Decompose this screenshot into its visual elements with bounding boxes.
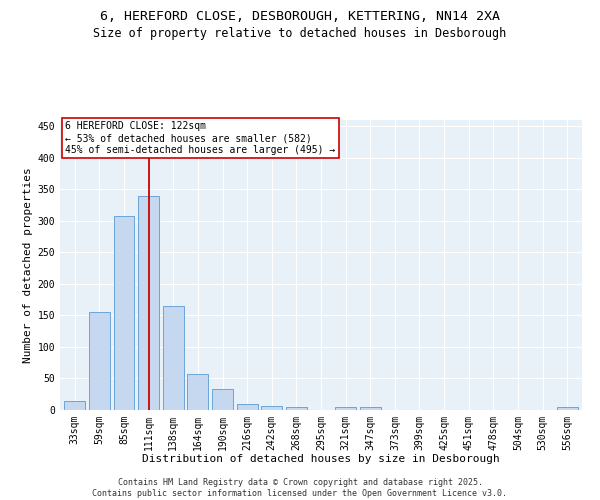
Bar: [89, 312, 110, 410]
Bar: [261, 406, 282, 410]
Bar: [163, 306, 184, 410]
Bar: [187, 374, 208, 410]
Text: 6, HEREFORD CLOSE, DESBOROUGH, KETTERING, NN14 2XA: 6, HEREFORD CLOSE, DESBOROUGH, KETTERING…: [100, 10, 500, 23]
Bar: [138, 196, 159, 410]
Text: 6 HEREFORD CLOSE: 122sqm
← 53% of detached houses are smaller (582)
45% of semi-: 6 HEREFORD CLOSE: 122sqm ← 53% of detach…: [65, 122, 335, 154]
Bar: [236, 404, 257, 410]
Bar: [113, 216, 134, 410]
Bar: [286, 407, 307, 410]
Text: Contains HM Land Registry data © Crown copyright and database right 2025.
Contai: Contains HM Land Registry data © Crown c…: [92, 478, 508, 498]
Y-axis label: Number of detached properties: Number of detached properties: [23, 167, 34, 363]
Bar: [64, 400, 85, 410]
Bar: [557, 407, 578, 410]
X-axis label: Distribution of detached houses by size in Desborough: Distribution of detached houses by size …: [142, 454, 500, 464]
Bar: [335, 407, 356, 410]
Text: Size of property relative to detached houses in Desborough: Size of property relative to detached ho…: [94, 28, 506, 40]
Bar: [212, 389, 233, 410]
Bar: [360, 407, 381, 410]
